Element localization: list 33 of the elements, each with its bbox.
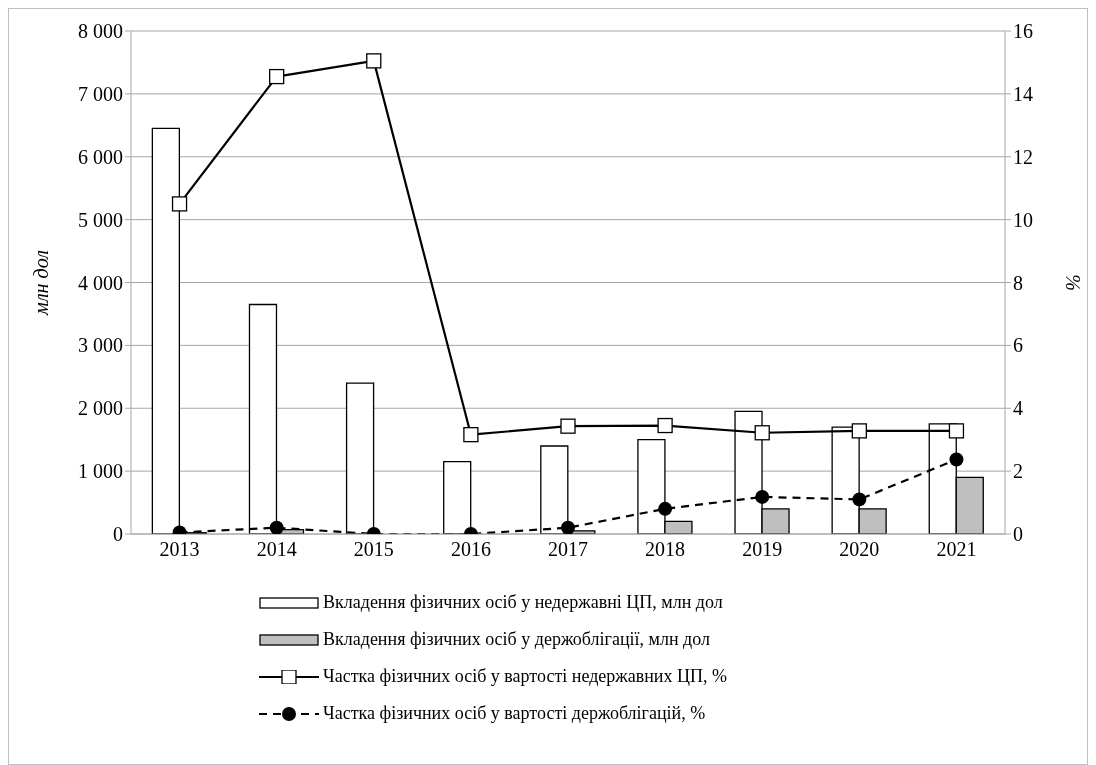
y2-tick-label: 8 — [1013, 271, 1023, 294]
x-tick-label: 2015 — [353, 538, 394, 561]
y-tick-label: 0 — [113, 523, 123, 546]
y-tick-label: 7 000 — [78, 82, 123, 105]
y-axis-title: млн дол — [30, 249, 53, 316]
y-tick-label: 2 000 — [78, 397, 123, 420]
y2-tick-label: 2 — [1013, 460, 1023, 483]
y-tick-label: 6 000 — [78, 145, 123, 168]
y2-tick-label: 12 — [1013, 145, 1033, 168]
y-tick-label: 8 000 — [78, 20, 123, 43]
legend-label: Частка фізичних осіб у вартості недержавних ЦП, % — [323, 666, 727, 687]
y2-tick-label: 10 — [1013, 208, 1033, 231]
y-tick-label: 4 000 — [78, 271, 123, 294]
x-tick-label: 2020 — [839, 538, 880, 561]
y2-tick-label: 14 — [1013, 82, 1033, 105]
x-tick-label: 2021 — [936, 538, 977, 561]
x-tick-label: 2016 — [450, 538, 491, 561]
x-tick-label: 2013 — [159, 538, 200, 561]
y-tick-label: 5 000 — [78, 208, 123, 231]
y2-tick-label: 16 — [1013, 20, 1033, 43]
x-tick-label: 2019 — [742, 538, 783, 561]
legend-label: Вкладення фізичних осіб у недержавні ЦП, млн дол — [323, 592, 723, 613]
legend-label: Частка фізичних осіб у вартості держоблігацій, % — [323, 703, 706, 724]
y2-tick-label: 0 — [1013, 523, 1023, 546]
x-tick-label: 2018 — [645, 538, 686, 561]
x-tick-label: 2014 — [256, 538, 297, 561]
y2-axis-title: % — [1061, 274, 1084, 291]
y-tick-label: 1 000 — [78, 460, 123, 483]
y-tick-label: 3 000 — [78, 334, 123, 357]
x-tick-label: 2017 — [548, 538, 588, 561]
legend-label: Вкладення фізичних осіб у держоблігації, млн дол — [323, 629, 710, 650]
y2-tick-label: 6 — [1013, 334, 1023, 357]
y2-tick-label: 4 — [1013, 397, 1023, 420]
